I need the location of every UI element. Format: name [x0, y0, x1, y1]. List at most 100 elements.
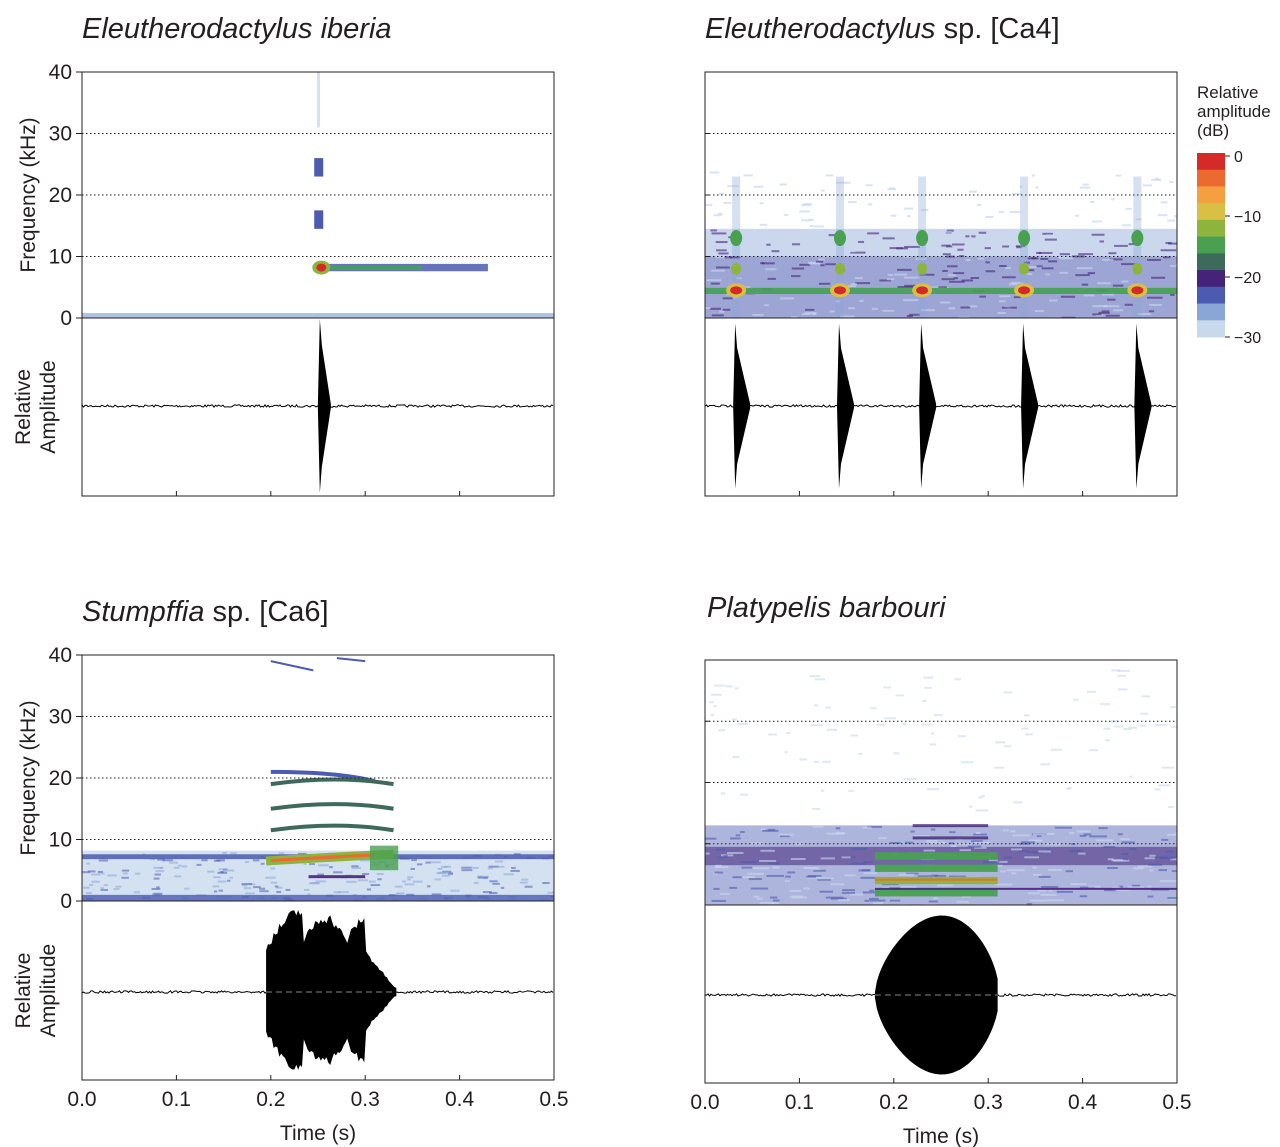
noise-speckle	[1121, 263, 1137, 266]
noise-speckle	[1118, 688, 1128, 691]
noise-speckle	[1082, 183, 1089, 186]
call-harmonic-8k	[731, 262, 742, 275]
noise-speckle	[710, 693, 722, 696]
noise-speckle	[1040, 763, 1051, 766]
noise-speckle	[1151, 178, 1162, 181]
noise-speckle	[1109, 258, 1123, 261]
noise-speckle	[1040, 257, 1049, 260]
noise-speckle	[931, 732, 935, 735]
noise-speckle	[996, 860, 1008, 863]
noise-speckle	[837, 899, 851, 902]
baseline-noise	[704, 404, 1177, 408]
noise-speckle	[766, 874, 785, 877]
noise-speckle	[1088, 749, 1099, 752]
noise-speckle	[358, 879, 368, 882]
y-tick-label: 0	[60, 890, 72, 913]
noise-speckle	[711, 232, 727, 235]
call-waveform	[317, 319, 331, 493]
noise-speckle	[1002, 829, 1009, 832]
noise-speckle	[1166, 850, 1174, 853]
noise-speckle	[394, 885, 403, 888]
noise-speckle	[1036, 835, 1042, 838]
noise-speckle	[950, 845, 957, 848]
noise-speckle	[1031, 174, 1035, 177]
noise-speckle	[1101, 310, 1110, 313]
noise-speckle	[805, 251, 817, 254]
call-waveform	[836, 323, 854, 489]
noise-speckle	[107, 874, 117, 877]
noise-speckle	[768, 862, 780, 865]
noise-speckle	[958, 316, 970, 318]
noise-speckle	[736, 277, 742, 280]
noise-speckle	[818, 877, 834, 880]
noise-speckle	[984, 251, 990, 254]
noise-speckle	[1171, 870, 1177, 873]
noise-speckle	[844, 874, 856, 877]
noise-speckle	[503, 873, 514, 876]
noise-speckle	[790, 316, 798, 318]
noise-speckle	[740, 876, 756, 879]
noise-speckle	[713, 684, 725, 687]
noise-speckle	[133, 891, 141, 894]
x-axis-label: Time (s)	[903, 1125, 979, 1147]
dominant-peak	[874, 878, 998, 881]
noise-speckle	[998, 211, 1004, 214]
colorbar-title-line: (dB)	[1197, 121, 1229, 140]
noise-speckle	[547, 891, 554, 894]
noise-speckle	[750, 887, 769, 890]
y-axis-label-frequency: Frequency (kHz)	[17, 117, 40, 272]
noise-speckle	[1086, 690, 1097, 693]
call-waveform	[919, 323, 937, 489]
noise-speckle	[1157, 239, 1162, 242]
noise-speckle	[1029, 899, 1047, 902]
panel-title-species: Stumpffia	[82, 596, 205, 628]
noise-speckle	[784, 879, 790, 882]
noise-speckle	[1024, 856, 1040, 859]
noise-speckle	[1092, 313, 1102, 316]
call-energy-peak	[1018, 286, 1031, 295]
noise-speckle	[1137, 865, 1153, 868]
noise-speckle	[946, 245, 953, 248]
noise-speckle	[961, 895, 971, 898]
noise-speckle	[863, 861, 873, 864]
noise-speckle	[740, 830, 745, 833]
noise-speckle	[494, 860, 504, 863]
noise-speckle	[722, 297, 733, 300]
noise-speckle	[709, 701, 714, 704]
noise-speckle	[941, 278, 955, 281]
noise-speckle	[303, 888, 310, 891]
noise-speckle	[960, 761, 974, 764]
noise-floor-base	[82, 894, 554, 901]
y-tick-label: 10	[49, 829, 72, 852]
noise-speckle	[184, 887, 190, 890]
harmonic-band	[874, 864, 998, 872]
noise-speckle	[217, 859, 225, 862]
noise-speckle	[1103, 305, 1120, 308]
noise-speckle	[1112, 886, 1121, 889]
noise-speckle	[871, 307, 878, 310]
noise-speckle	[923, 676, 934, 679]
x-axis-label: Time (s)	[280, 1122, 356, 1145]
noise-speckle	[1129, 775, 1133, 778]
noise-speckle	[1149, 303, 1162, 306]
y-tick-label: 20	[49, 767, 72, 790]
noise-speckle	[921, 723, 933, 726]
noise-speckle	[1111, 198, 1115, 201]
noise-speckle	[848, 285, 856, 288]
noise-speckle	[1128, 726, 1138, 729]
noise-speckle	[1049, 299, 1058, 302]
noise-speckle	[1117, 833, 1123, 836]
harmonic-3	[314, 158, 324, 177]
noise-speckle	[1154, 788, 1161, 791]
colorbar-title-line: amplitude	[1197, 102, 1271, 121]
noise-speckle	[985, 270, 996, 273]
noise-speckle	[870, 707, 877, 710]
noise-speckle	[723, 855, 728, 858]
noise-speckle	[1170, 264, 1177, 267]
noise-speckle	[1088, 242, 1100, 245]
noise-speckle	[270, 867, 276, 870]
noise-speckle	[333, 891, 341, 894]
noise-speckle	[947, 265, 958, 268]
noise-speckle	[1100, 703, 1111, 706]
noise-speckle	[1074, 214, 1080, 217]
